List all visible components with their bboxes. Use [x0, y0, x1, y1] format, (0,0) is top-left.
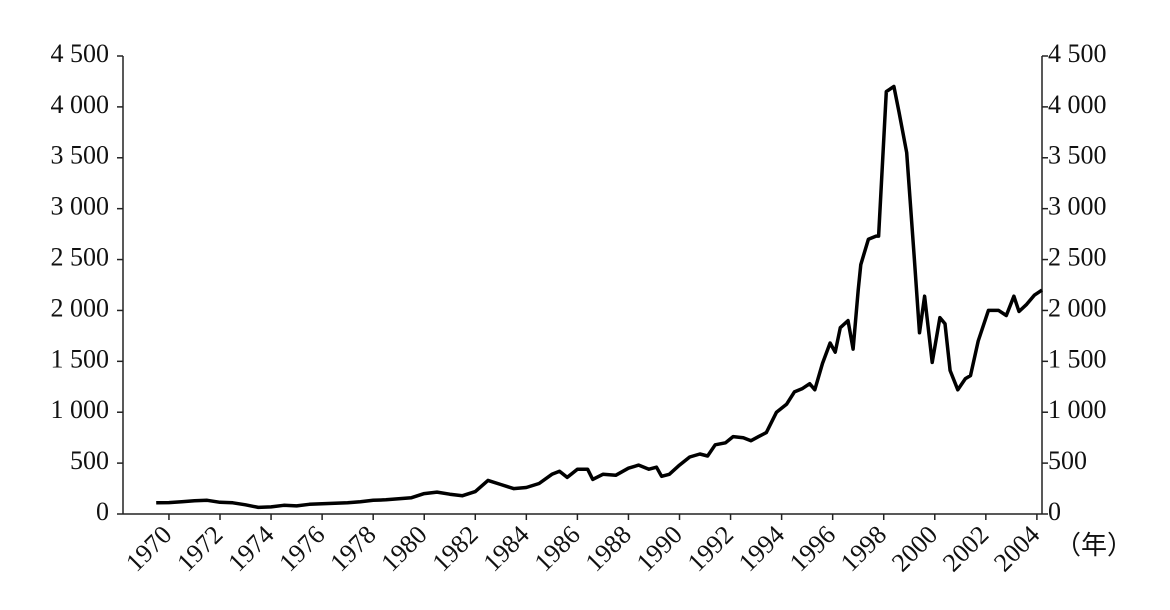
- y-tick-label: 1 000: [51, 395, 110, 424]
- x-tick-label: 2002: [937, 520, 994, 577]
- y2-tick-label: 1 000: [1048, 395, 1107, 424]
- x-tick-label: 1990: [631, 520, 688, 577]
- x-tick-label: 1974: [222, 520, 279, 577]
- y-tick-label: 3 000: [51, 192, 110, 221]
- x-tick-label: 1982: [426, 520, 483, 577]
- x-tick-label: 1984: [478, 520, 535, 577]
- y-tick-label: 4 000: [51, 90, 110, 119]
- y2-tick-label: 4 500: [1048, 39, 1107, 68]
- x-axis-label: （年）: [1055, 531, 1133, 560]
- y-tick-label: 1 500: [51, 344, 110, 373]
- y-tick-label: 2 000: [51, 293, 110, 322]
- x-tick-label: 1996: [784, 520, 841, 577]
- x-tick-label: 1988: [580, 520, 637, 577]
- y2-tick-label: 2 500: [1048, 243, 1107, 272]
- y2-tick-label: 3 000: [1048, 192, 1107, 221]
- y-tick-label: 500: [70, 446, 109, 475]
- y-tick-label: 0: [96, 497, 109, 526]
- y-tick-label: 3 500: [51, 141, 110, 170]
- x-tick-label: 1992: [682, 520, 739, 577]
- y-tick-label: 4 500: [51, 39, 110, 68]
- x-tick-label: 2004: [988, 520, 1045, 577]
- y2-tick-label: 3 500: [1048, 141, 1107, 170]
- y2-tick-label: 2 000: [1048, 293, 1107, 322]
- y2-tick-label: 4 000: [1048, 90, 1107, 119]
- x-tick-label: 1994: [733, 520, 790, 577]
- y2-tick-label: 0: [1048, 497, 1061, 526]
- x-tick-label: 1998: [835, 520, 892, 577]
- x-tick-label: 1970: [120, 520, 177, 577]
- data-line: [156, 84, 1043, 510]
- x-tick-label: 1972: [171, 520, 228, 577]
- y2-tick-label: 500: [1048, 446, 1087, 475]
- x-tick-label: 1980: [375, 520, 432, 577]
- x-tick-label: 2000: [886, 520, 943, 577]
- x-tick-label: 1976: [273, 520, 330, 577]
- y2-tick-label: 1 500: [1048, 344, 1107, 373]
- x-tick-label: 1978: [324, 520, 381, 577]
- y-tick-label: 2 500: [51, 243, 110, 272]
- x-tick-label: 1986: [529, 520, 586, 577]
